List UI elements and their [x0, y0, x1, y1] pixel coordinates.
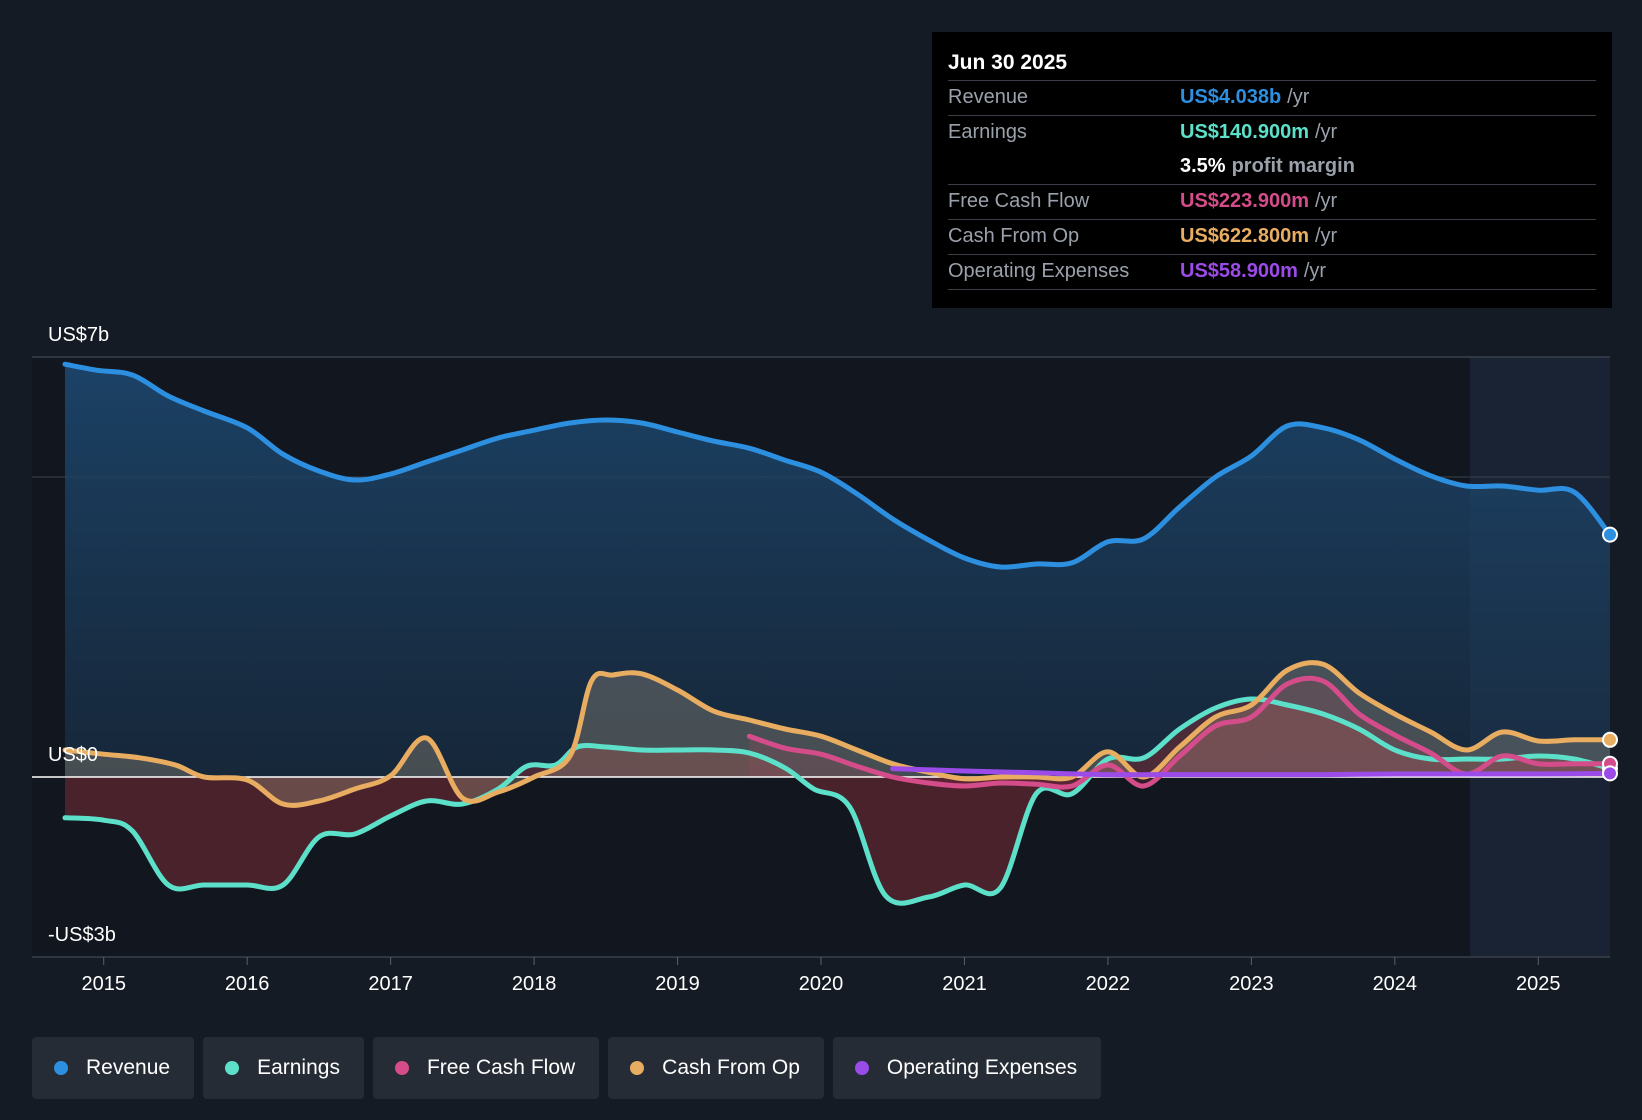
series-areas: [65, 364, 1610, 904]
tooltip-row-value: US$223.900m: [1180, 190, 1309, 212]
tooltip-row-value: US$140.900m: [1180, 121, 1309, 143]
tooltip-row-unit: /yr: [1287, 86, 1310, 108]
legend-label: Cash From Op: [662, 1056, 800, 1079]
tooltip-row: 3.5% profit margin: [948, 150, 1596, 185]
x-tick-label: 2015: [81, 973, 126, 995]
y-tick-label: -US$3b: [48, 924, 116, 946]
x-tick-label: 2017: [368, 973, 413, 995]
tooltip-row: Revenue US$4.038b/yr: [948, 81, 1596, 116]
y-tick-label: US$0: [48, 744, 98, 766]
legend-label: Operating Expenses: [886, 1056, 1078, 1079]
legend-item-earnings[interactable]: Earnings: [203, 1037, 364, 1099]
tooltip-row-value: US$58.900m: [1180, 260, 1298, 282]
revenue-line: [62, 361, 1613, 570]
x-tick-label: 2025: [1516, 973, 1561, 995]
legend-dot-icon: [630, 1061, 645, 1075]
tooltip-row-label: Free Cash Flow: [948, 190, 1090, 212]
tooltip-row-value: US$4.038b: [1180, 86, 1282, 108]
legend-label: Free Cash Flow: [426, 1056, 576, 1079]
x-tick-label: 2016: [225, 973, 270, 995]
x-tick-label: 2019: [655, 973, 700, 995]
legend-dot-icon: [54, 1061, 68, 1075]
tooltip-row-label: Operating Expenses: [948, 260, 1130, 282]
tooltip-row-label: Earnings: [948, 121, 1027, 143]
x-tick-label: 2018: [512, 973, 557, 995]
x-tick-label: 2021: [942, 973, 987, 995]
legend-label: Revenue: [86, 1056, 171, 1079]
y-axis: US$7b US$0 -US$3b: [48, 324, 116, 946]
earnings-line: [62, 696, 1613, 906]
tooltip-row-label: [948, 150, 1180, 184]
y-tick-label: US$7b: [48, 324, 109, 346]
endpoint-markers: [1602, 526, 1618, 782]
tooltip-date: Jun 30 2025: [948, 46, 1596, 81]
tooltip-row: Free Cash Flow US$223.900m/yr: [948, 185, 1596, 220]
tooltip-row-value: 3.5%: [1180, 155, 1226, 177]
revenue-area: [65, 364, 1610, 777]
legend-dot-icon: [225, 1061, 240, 1075]
operating-expenses-line: [890, 766, 1613, 778]
legend-dot-icon: [854, 1061, 869, 1075]
legend-item-operating-expenses[interactable]: Operating Expenses: [832, 1037, 1102, 1099]
legend: Revenue Earnings Free Cash Flow Cash From O…: [32, 1037, 1102, 1099]
tooltip-row: Cash From Op US$622.800m/yr: [948, 220, 1596, 255]
earnings-area: [65, 698, 1610, 904]
tooltip-row-label: Revenue: [948, 86, 1029, 108]
cash-from-op-area: [65, 662, 1610, 806]
revenue-end-marker: [1602, 526, 1618, 543]
free-cash-flow-area: [749, 678, 1610, 788]
legend-item-free-cash-flow[interactable]: Free Cash Flow: [372, 1037, 600, 1099]
tooltip-row: Operating Expenses US$58.900m/yr: [948, 255, 1596, 290]
tooltip-row-unit: /yr: [1314, 190, 1338, 212]
tooltip-row-unit: /yr: [1314, 225, 1338, 247]
legend-item-revenue[interactable]: Revenue: [32, 1037, 195, 1099]
series-lines: [62, 361, 1613, 906]
tooltip-row-label: Cash From Op: [948, 225, 1080, 247]
x-tick-label: 2022: [1086, 973, 1131, 995]
tooltip-row-value: US$622.800m: [1180, 225, 1309, 247]
legend-item-cash-from-op[interactable]: Cash From Op: [608, 1037, 824, 1099]
tooltip-panel: Jun 30 2025 Revenue US$4.038b/yr Earnings U…: [932, 32, 1612, 308]
operating-expenses-end-marker: [1602, 765, 1618, 782]
tooltip-row-unit: profit margin: [1231, 155, 1355, 177]
x-tick-label: 2020: [799, 973, 844, 995]
tooltip-row-unit: /yr: [1314, 121, 1338, 143]
x-tick-label: 2024: [1373, 973, 1418, 995]
legend-label: Earnings: [257, 1056, 340, 1079]
tooltip-rows: Revenue US$4.038b/yr Earnings US$140.900m/y…: [948, 81, 1596, 290]
x-axis: 2015 2016 2017 2018 2019 2020 2021 2022 2023 2024…: [81, 957, 1561, 995]
cash-from-op-line: [62, 660, 1613, 808]
cash-from-op-end-marker: [1602, 731, 1618, 748]
x-tick-label: 2023: [1229, 973, 1274, 995]
tooltip-row-unit: /yr: [1303, 260, 1327, 282]
tooltip-row: Earnings US$140.900m/yr: [948, 116, 1596, 150]
legend-dot-icon: [394, 1061, 409, 1075]
